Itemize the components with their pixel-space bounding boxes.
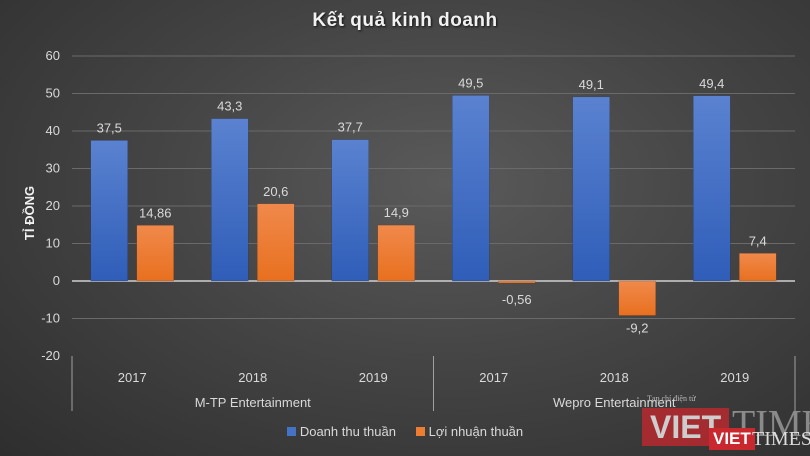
legend-swatch-orange	[415, 427, 425, 436]
bar-revenue	[693, 95, 731, 282]
x-tick-label: 2018	[238, 370, 267, 385]
bar-revenue	[452, 95, 490, 282]
bar-revenue	[90, 140, 128, 282]
bars	[90, 95, 777, 316]
data-label-profit: -0,56	[502, 292, 532, 307]
x-group-label: M-TP Entertainment	[195, 395, 311, 410]
legend-swatch-blue	[286, 427, 296, 436]
x-tick-label: 2017	[118, 370, 147, 385]
chart-title: Kết quả kinh doanh	[312, 10, 498, 31]
bar-profit	[618, 280, 656, 316]
bar-profit	[739, 253, 777, 282]
y-tick-label: 60	[46, 48, 60, 63]
bar-profit	[257, 203, 295, 282]
data-label-revenue: 37,7	[338, 120, 363, 135]
x-tick-label: 2019	[359, 370, 388, 385]
watermark-viet-small: VIET	[709, 428, 755, 450]
y-axis-label: TỈ ĐỒNG	[22, 186, 37, 240]
y-axis-ticks: 60 50 40 30 20 10 0 -10 -20	[41, 48, 60, 363]
data-label-profit: 14,9	[384, 205, 409, 220]
bar-profit	[498, 280, 536, 284]
watermark-tagline: Tạp chí điện tử	[647, 394, 696, 403]
x-axis: 2017 2018 2019 2017 2018 2019 M-TP Entertainme…	[71, 356, 796, 411]
data-label-profit: -9,2	[626, 321, 648, 336]
y-tick-label: 40	[46, 123, 60, 138]
viettimes-watermark: VIET TIMES VIET TIMES Tạp chí điện tử	[637, 394, 810, 456]
y-tick-label: 0	[53, 273, 60, 288]
y-tick-label: 50	[46, 86, 60, 101]
gridlines	[72, 55, 795, 319]
data-label-revenue: 49,5	[458, 75, 483, 90]
y-tick-label: -10	[41, 311, 60, 326]
data-label-profit: 7,4	[749, 233, 767, 248]
x-group-label: Wepro Entertainment	[553, 395, 676, 410]
bar-profit	[136, 225, 174, 282]
y-tick-label: -20	[41, 348, 60, 363]
bar-profit	[377, 224, 415, 282]
y-tick-label: 30	[46, 161, 60, 176]
bar-revenue	[211, 118, 249, 282]
watermark-times-small: TIMES	[752, 428, 810, 450]
y-tick-label: 10	[46, 236, 60, 251]
data-label-revenue: 43,3	[217, 99, 242, 114]
data-label-revenue: 37,5	[97, 120, 122, 135]
data-labels: 37,5 43,3 37,7 49,5 49,1 49,4 14,86 20,6 14,9 -0,…	[97, 75, 767, 335]
data-label-profit: 20,6	[263, 184, 288, 199]
legend-item-profit[interactable]: Lợi nhuận thuần	[415, 424, 524, 439]
legend-label: Lợi nhuận thuần	[428, 424, 524, 439]
data-label-revenue: 49,1	[579, 77, 604, 92]
bar-revenue	[572, 96, 610, 282]
legend-label: Doanh thu thuần	[299, 424, 396, 439]
legend: Doanh thu thuần Lợi nhuận thuần	[0, 424, 810, 439]
x-tick-label: 2019	[720, 370, 749, 385]
y-tick-label: 20	[46, 198, 60, 213]
data-label-revenue: 49,4	[699, 76, 724, 91]
x-tick-label: 2018	[600, 370, 629, 385]
legend-item-revenue[interactable]: Doanh thu thuần	[286, 424, 396, 439]
bar-revenue	[331, 139, 369, 282]
data-label-profit: 14,86	[139, 205, 172, 220]
x-tick-label: 2017	[479, 370, 508, 385]
